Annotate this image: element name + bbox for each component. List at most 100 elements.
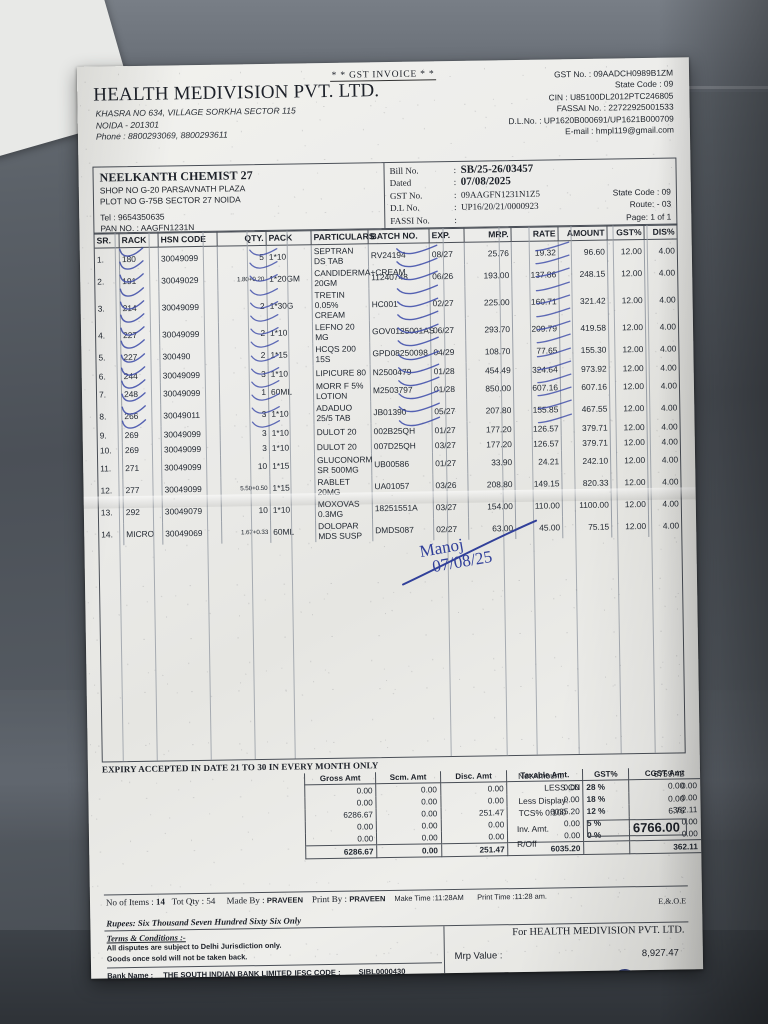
cell-mrp: 454.49 — [466, 362, 514, 378]
cell-exp: 05/27 — [431, 399, 467, 423]
cell-particulars: DOLOPAR MDS SUSP — [315, 519, 373, 543]
cell-batch: GOV0125001AS — [369, 319, 435, 343]
cell-mrp: 193.00 — [464, 264, 512, 287]
cell-amount: 467.55 — [560, 397, 610, 421]
seller-fassai-label: FASSAI No. : — [556, 102, 607, 114]
tax-total-disc: 251.47 — [441, 842, 509, 857]
ifsc-value: SIBL0000430 — [358, 966, 406, 977]
cell-gst: 12.00 — [611, 514, 649, 538]
cell-gst: 12.00 — [610, 433, 648, 450]
cell-amount: 248.15 — [558, 262, 608, 286]
cell-pack: 1*30G — [266, 289, 313, 322]
tax-cell-scm: 0.00 — [376, 831, 442, 845]
cell-qty: 1.67+0.33 — [221, 520, 271, 544]
cell-particulars: RABLET 20MG — [314, 475, 373, 499]
cell-pack: 1*10 — [269, 439, 315, 455]
cell-hsn: 30049099 — [161, 477, 222, 501]
cell-rack: 227 — [120, 323, 160, 347]
cell-hsn: 30049099 — [161, 455, 221, 479]
bank-details-right: IFSC CODE : SIBL0000430 MICR No : — [294, 965, 442, 979]
cell-rack: 244 — [121, 367, 161, 384]
cell-rack: 271 — [122, 456, 162, 480]
bank-name-label: Bank Name : — [107, 970, 154, 979]
cell-gst: 12.00 — [611, 492, 649, 516]
cell-qty: 2 — [217, 289, 268, 323]
tax-cell-scm: 0.00 — [375, 782, 441, 797]
cell-rate: 110.00 — [515, 494, 563, 518]
cell-rate: 155.85 — [513, 398, 561, 422]
cell-particulars: LIPICURE 80 — [313, 364, 371, 381]
micr-row: MICR No : — [295, 976, 442, 979]
bank-name-value: THE SOUTH INDIAN BANK LIMITED — [163, 968, 292, 979]
col-rate: RATE — [510, 226, 559, 242]
cell-exp: 01/28 — [431, 362, 467, 379]
cell-amount: 419.58 — [559, 316, 609, 340]
cell-gst: 12.00 — [607, 239, 645, 263]
cell-hsn: 30049099 — [158, 290, 219, 324]
cell-particulars: ADADUO 25/5 TAB — [313, 401, 372, 425]
cell-particulars: GLUCONORM SR 500MG — [314, 453, 373, 477]
cell-exp: 01/27 — [432, 421, 468, 438]
cell-qty: 5 — [217, 245, 267, 269]
cell-pack: 1*10 — [270, 498, 316, 521]
buyer-block: NEELKANTH CHEMIST 27 SHOP NO G-20 PARSAV… — [93, 163, 386, 234]
tax-cell-scm: 0.00 — [376, 807, 441, 821]
cell-rate: 149.15 — [514, 472, 563, 496]
tax-total-gross: 6286.67 — [305, 844, 378, 859]
cell-amount: 973.92 — [560, 360, 610, 377]
col-scm-amt: Scm. Amt — [375, 771, 441, 784]
round-off-label: R/Off — [517, 838, 537, 849]
cell-rack: 191 — [119, 269, 159, 293]
cell-particulars: CANDIDERMA+CREAM 20GM — [311, 266, 406, 290]
cell-rack: 277 — [122, 478, 163, 502]
items-grid: SR. RACK HSN CODE QTY. PACK PARTICULARS … — [94, 224, 681, 546]
seller-phone: Phone : 8800293069, 8800293611 — [95, 129, 228, 142]
cell-rate: 607.16 — [513, 376, 561, 400]
cell-pack: 1*15 — [269, 476, 316, 499]
tax-cell-disc: 0.00 — [441, 830, 508, 844]
cell-hsn: 30049011 — [160, 403, 221, 427]
cell-sr: 8. — [97, 405, 123, 428]
cell-exp: 03/27 — [432, 436, 468, 453]
cell-rack: 214 — [119, 291, 160, 325]
col-qty: QTY. — [216, 230, 267, 247]
cell-particulars: SEPTRAN DS TAB — [311, 243, 369, 268]
cell-qty: 3 — [219, 365, 269, 382]
cell-amount: 75.15 — [562, 515, 612, 539]
signature-block: For HEALTH MEDIVISION PVT. LTD. Mrp Valu… — [443, 922, 690, 979]
cell-exp: 02/27 — [433, 517, 469, 541]
cell-batch: M2503797 — [370, 378, 432, 402]
cell-pack: 1*10 — [268, 402, 315, 425]
cell-amount: 379.71 — [561, 434, 611, 451]
cell-qty: 3 — [220, 439, 270, 456]
cell-batch: 007D25QH — [371, 437, 433, 454]
col-pack: PACK — [265, 230, 312, 246]
cell-rate: 126.57 — [513, 420, 562, 437]
cell-batch: GPD08250098 — [369, 341, 432, 365]
seller-name: HEALTH MEDIVISION PVT. LTD. — [93, 80, 380, 106]
cell-batch: JB01390 — [370, 400, 433, 424]
computer-generated-note: (Computer Generated Invoice) — [449, 972, 685, 979]
col-particulars: PARTICULARS — [310, 229, 375, 245]
cell-hsn: 30049099 — [160, 381, 220, 405]
seller-state-code-label: State Code : — [614, 79, 662, 90]
cell-pack: 1*15 — [269, 454, 315, 477]
print-by-label: Print By : — [311, 893, 348, 905]
cell-batch: HC001 — [368, 287, 431, 321]
less-cn-label: LESS CN — [544, 782, 581, 794]
cell-rate: 160.71 — [511, 285, 560, 319]
cell-amount: 155.30 — [559, 338, 610, 362]
terms-and-conditions: Terms & Conditions :- All disputes are s… — [104, 926, 444, 979]
cell-pack: 60ML — [268, 380, 314, 403]
cell-rack: MICRO — [123, 522, 163, 546]
cell-gst: 12.00 — [608, 315, 646, 339]
tax-cell-disc: 0.00 — [440, 818, 508, 832]
less-display-label: Less Display: — [518, 795, 569, 806]
cell-rate: 137.86 — [511, 263, 559, 287]
cell-exp: 03/26 — [432, 473, 469, 497]
made-by-label: Made By : — [226, 895, 265, 906]
cell-gst: 12.00 — [609, 418, 648, 435]
cell-amount: 1100.00 — [562, 493, 612, 517]
tax-cell-gross: 0.00 — [304, 783, 377, 798]
